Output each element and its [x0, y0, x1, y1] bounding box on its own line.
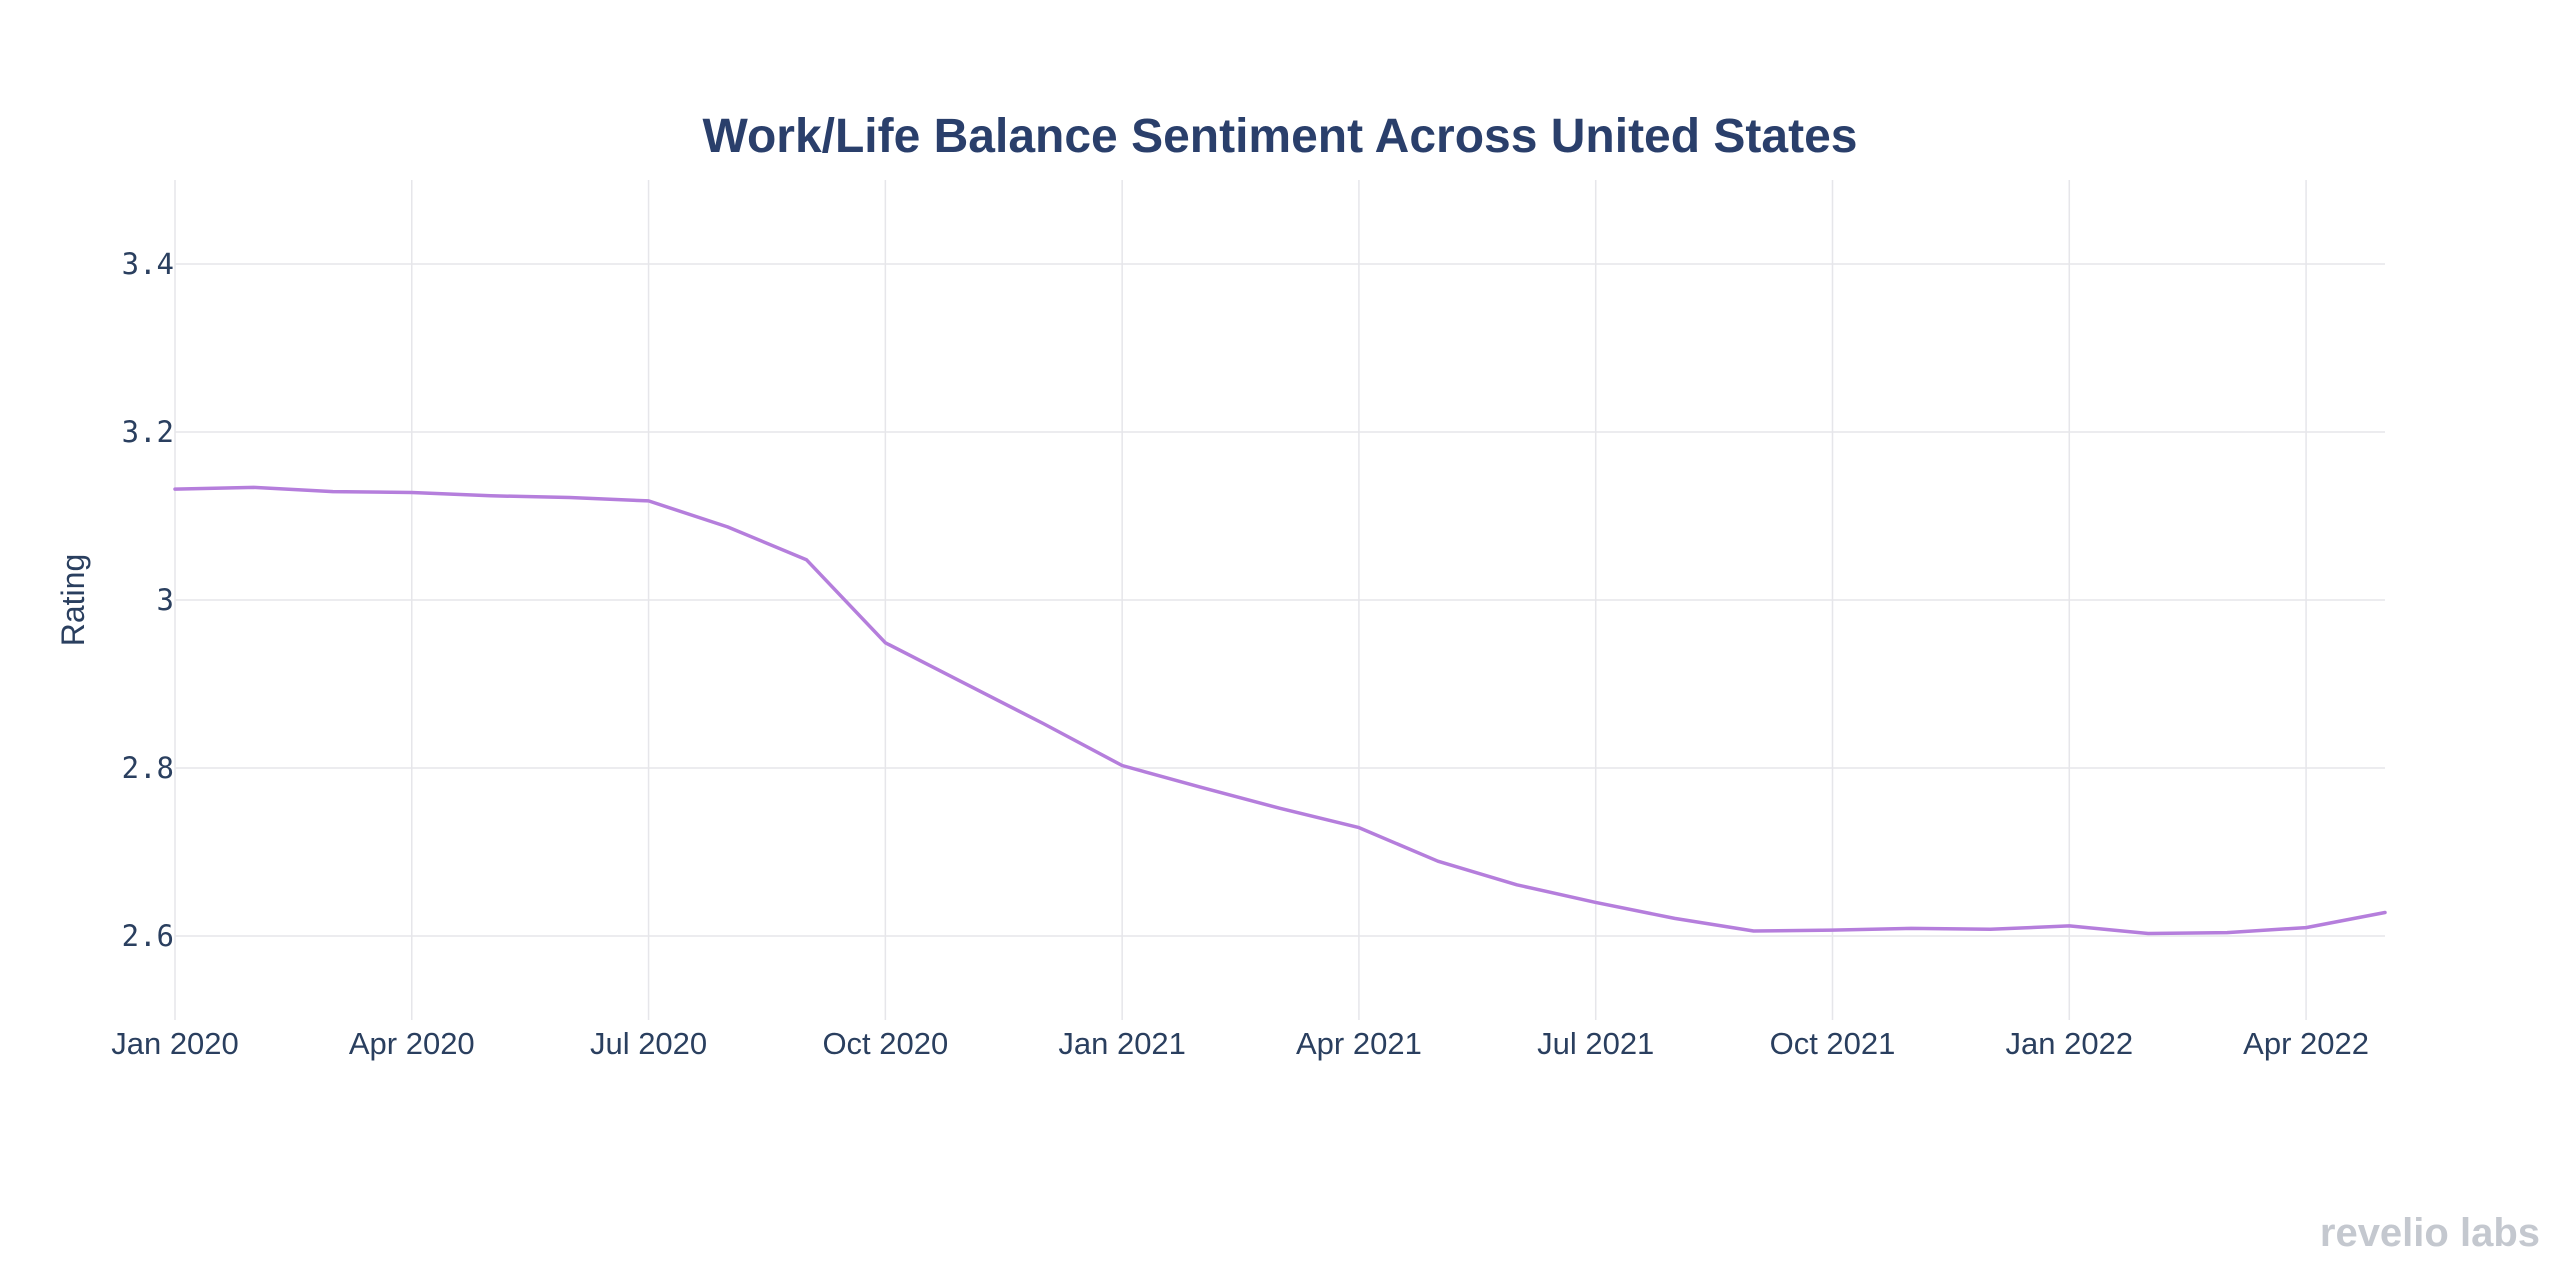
x-tick-label: Apr 2021 [1296, 1026, 1422, 1061]
x-tick-label: Jan 2021 [1058, 1026, 1186, 1061]
x-tick-label: Oct 2020 [822, 1026, 948, 1061]
y-axis-ticks: 2.6 2.8 3 3.2 3.4 [122, 247, 174, 953]
y-tick-label: 3.4 [122, 247, 174, 281]
series-group [173, 485, 2387, 936]
y-tick-label: 3 [157, 583, 174, 617]
y-gridlines [175, 263, 2385, 937]
x-tick-label: Jan 2022 [2006, 1026, 2134, 1061]
y-tick-label: 2.6 [122, 919, 174, 953]
x-tick-label: Oct 2021 [1770, 1026, 1896, 1061]
x-tick-label: Apr 2020 [349, 1026, 475, 1061]
x-tick-label: Jul 2020 [590, 1026, 707, 1061]
y-tick-label: 2.8 [122, 751, 174, 785]
x-tick-label: Jan 2020 [111, 1026, 239, 1061]
brand-logo: revelio labs [2320, 1211, 2540, 1255]
x-tick-label: Apr 2022 [2243, 1026, 2369, 1061]
y-tick-label: 3.2 [122, 415, 174, 449]
series-line [173, 485, 2387, 936]
x-tick-label: Jul 2021 [1537, 1026, 1654, 1061]
chart-title: Work/Life Balance Sentiment Across Unite… [703, 110, 1858, 163]
y-axis-label: Rating [55, 554, 91, 647]
x-axis-ticks: Jan 2020 Apr 2020 Jul 2020 Oct 2020 Jan 2021… [111, 1026, 2369, 1061]
